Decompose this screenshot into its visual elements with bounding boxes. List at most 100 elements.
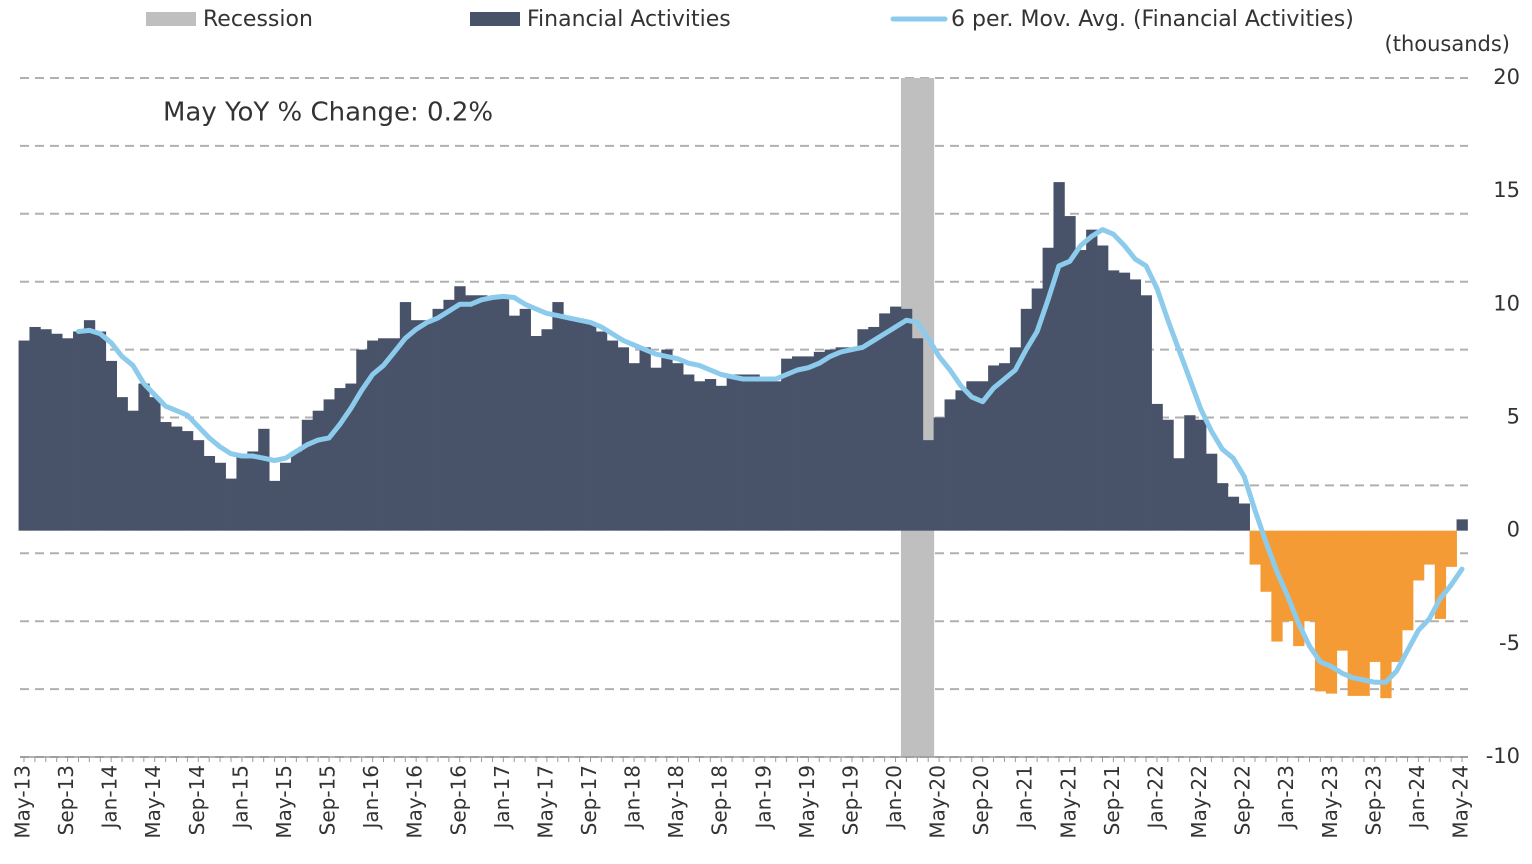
x-tick-label: Sep-13: [54, 765, 78, 835]
bar: [1358, 530, 1370, 696]
bar: [748, 374, 760, 531]
bar: [334, 388, 346, 531]
bar: [1205, 453, 1218, 531]
bar: [1151, 403, 1163, 531]
bar: [192, 440, 205, 531]
bar: [595, 331, 608, 531]
bar: [617, 347, 630, 531]
y-tick-label: 20: [1493, 65, 1520, 89]
legend-label: 6 per. Mov. Avg. (Financial Activities): [951, 7, 1354, 32]
y-tick-label: 0: [1507, 518, 1520, 542]
x-tick-label: May-24: [1449, 765, 1473, 839]
bar: [900, 308, 913, 531]
bar: [519, 308, 531, 531]
bar: [410, 320, 423, 531]
bar: [290, 451, 303, 531]
bar: [214, 462, 226, 531]
bar: [1293, 530, 1305, 647]
moving-average-line: [76, 227, 1465, 685]
bar: [737, 374, 749, 531]
bar: [628, 363, 640, 531]
x-tick-label: Jan-23: [1274, 765, 1298, 831]
bar: [835, 347, 847, 531]
bar: [868, 326, 880, 531]
bar: [1097, 245, 1109, 531]
bar: [62, 338, 74, 531]
bar: [726, 374, 738, 531]
bar: [639, 347, 651, 531]
bar: [280, 462, 292, 531]
bar: [1434, 530, 1447, 619]
x-tick-label: May-13: [11, 765, 35, 839]
bar: [1009, 347, 1022, 531]
bar: [988, 365, 1000, 531]
x-tick-label: Sep-17: [577, 765, 601, 835]
bar: [1140, 295, 1152, 531]
bar: [1195, 419, 1207, 531]
x-tick-label: Jan-24: [1405, 765, 1429, 831]
bar: [399, 302, 412, 531]
bar: [606, 340, 619, 531]
x-tick-label: Sep-18: [708, 765, 732, 835]
bar: [127, 410, 139, 531]
bar: [1445, 530, 1457, 567]
bar: [94, 331, 107, 531]
bar: [672, 363, 684, 531]
bar: [1129, 279, 1142, 531]
bar: [857, 329, 869, 531]
bar: [421, 320, 433, 531]
bar: [1347, 530, 1359, 696]
bar: [683, 374, 695, 531]
bar: [704, 379, 717, 531]
bar: [824, 349, 836, 531]
bar: [1053, 182, 1065, 531]
bar: [1336, 530, 1349, 651]
bar: [1173, 458, 1185, 531]
x-tick-label: May-14: [141, 765, 165, 839]
bar: [802, 356, 815, 531]
x-tick-label: May-23: [1318, 765, 1342, 839]
bar: [955, 390, 967, 531]
bar: [116, 397, 128, 531]
x-tick-label: Jan-16: [359, 765, 383, 831]
bar: [312, 410, 324, 531]
x-tick-label: Jan-19: [751, 765, 775, 831]
bar: [650, 367, 662, 531]
y-tick-label: -10: [1486, 744, 1520, 768]
bar: [1042, 247, 1054, 531]
bar: [977, 381, 989, 531]
bar: [454, 286, 466, 531]
bar: [933, 417, 945, 531]
bar: [846, 347, 858, 531]
bar: [203, 455, 216, 531]
bar: [1064, 216, 1076, 531]
bar: [160, 422, 172, 531]
x-tick-label: Jan-20: [882, 765, 906, 831]
x-tick-label: Jan-17: [490, 765, 514, 831]
bar: [443, 299, 455, 531]
bar: [1086, 229, 1098, 531]
bar: [1020, 308, 1033, 531]
bar: [879, 313, 891, 531]
bar: [574, 320, 586, 531]
x-tick-label: May-20: [926, 765, 950, 839]
bar: [301, 419, 314, 531]
bar: [781, 358, 793, 531]
x-tick-label: May-17: [533, 765, 557, 839]
bar: [530, 336, 542, 531]
x-tick-label: Sep-19: [838, 765, 862, 835]
bar: [661, 349, 673, 531]
bar: [18, 340, 30, 531]
bar: [51, 333, 63, 531]
bar: [1456, 519, 1468, 531]
legend-label: Recession: [203, 7, 313, 32]
bar: [1238, 503, 1250, 531]
bar: [356, 349, 368, 531]
x-tick-label: Jan-21: [1013, 765, 1037, 831]
x-tick-label: Sep-21: [1100, 765, 1124, 835]
bar: [269, 480, 281, 531]
bar: [999, 363, 1011, 531]
bar: [73, 331, 85, 531]
bar: [1162, 419, 1174, 531]
bar: [1075, 250, 1087, 531]
